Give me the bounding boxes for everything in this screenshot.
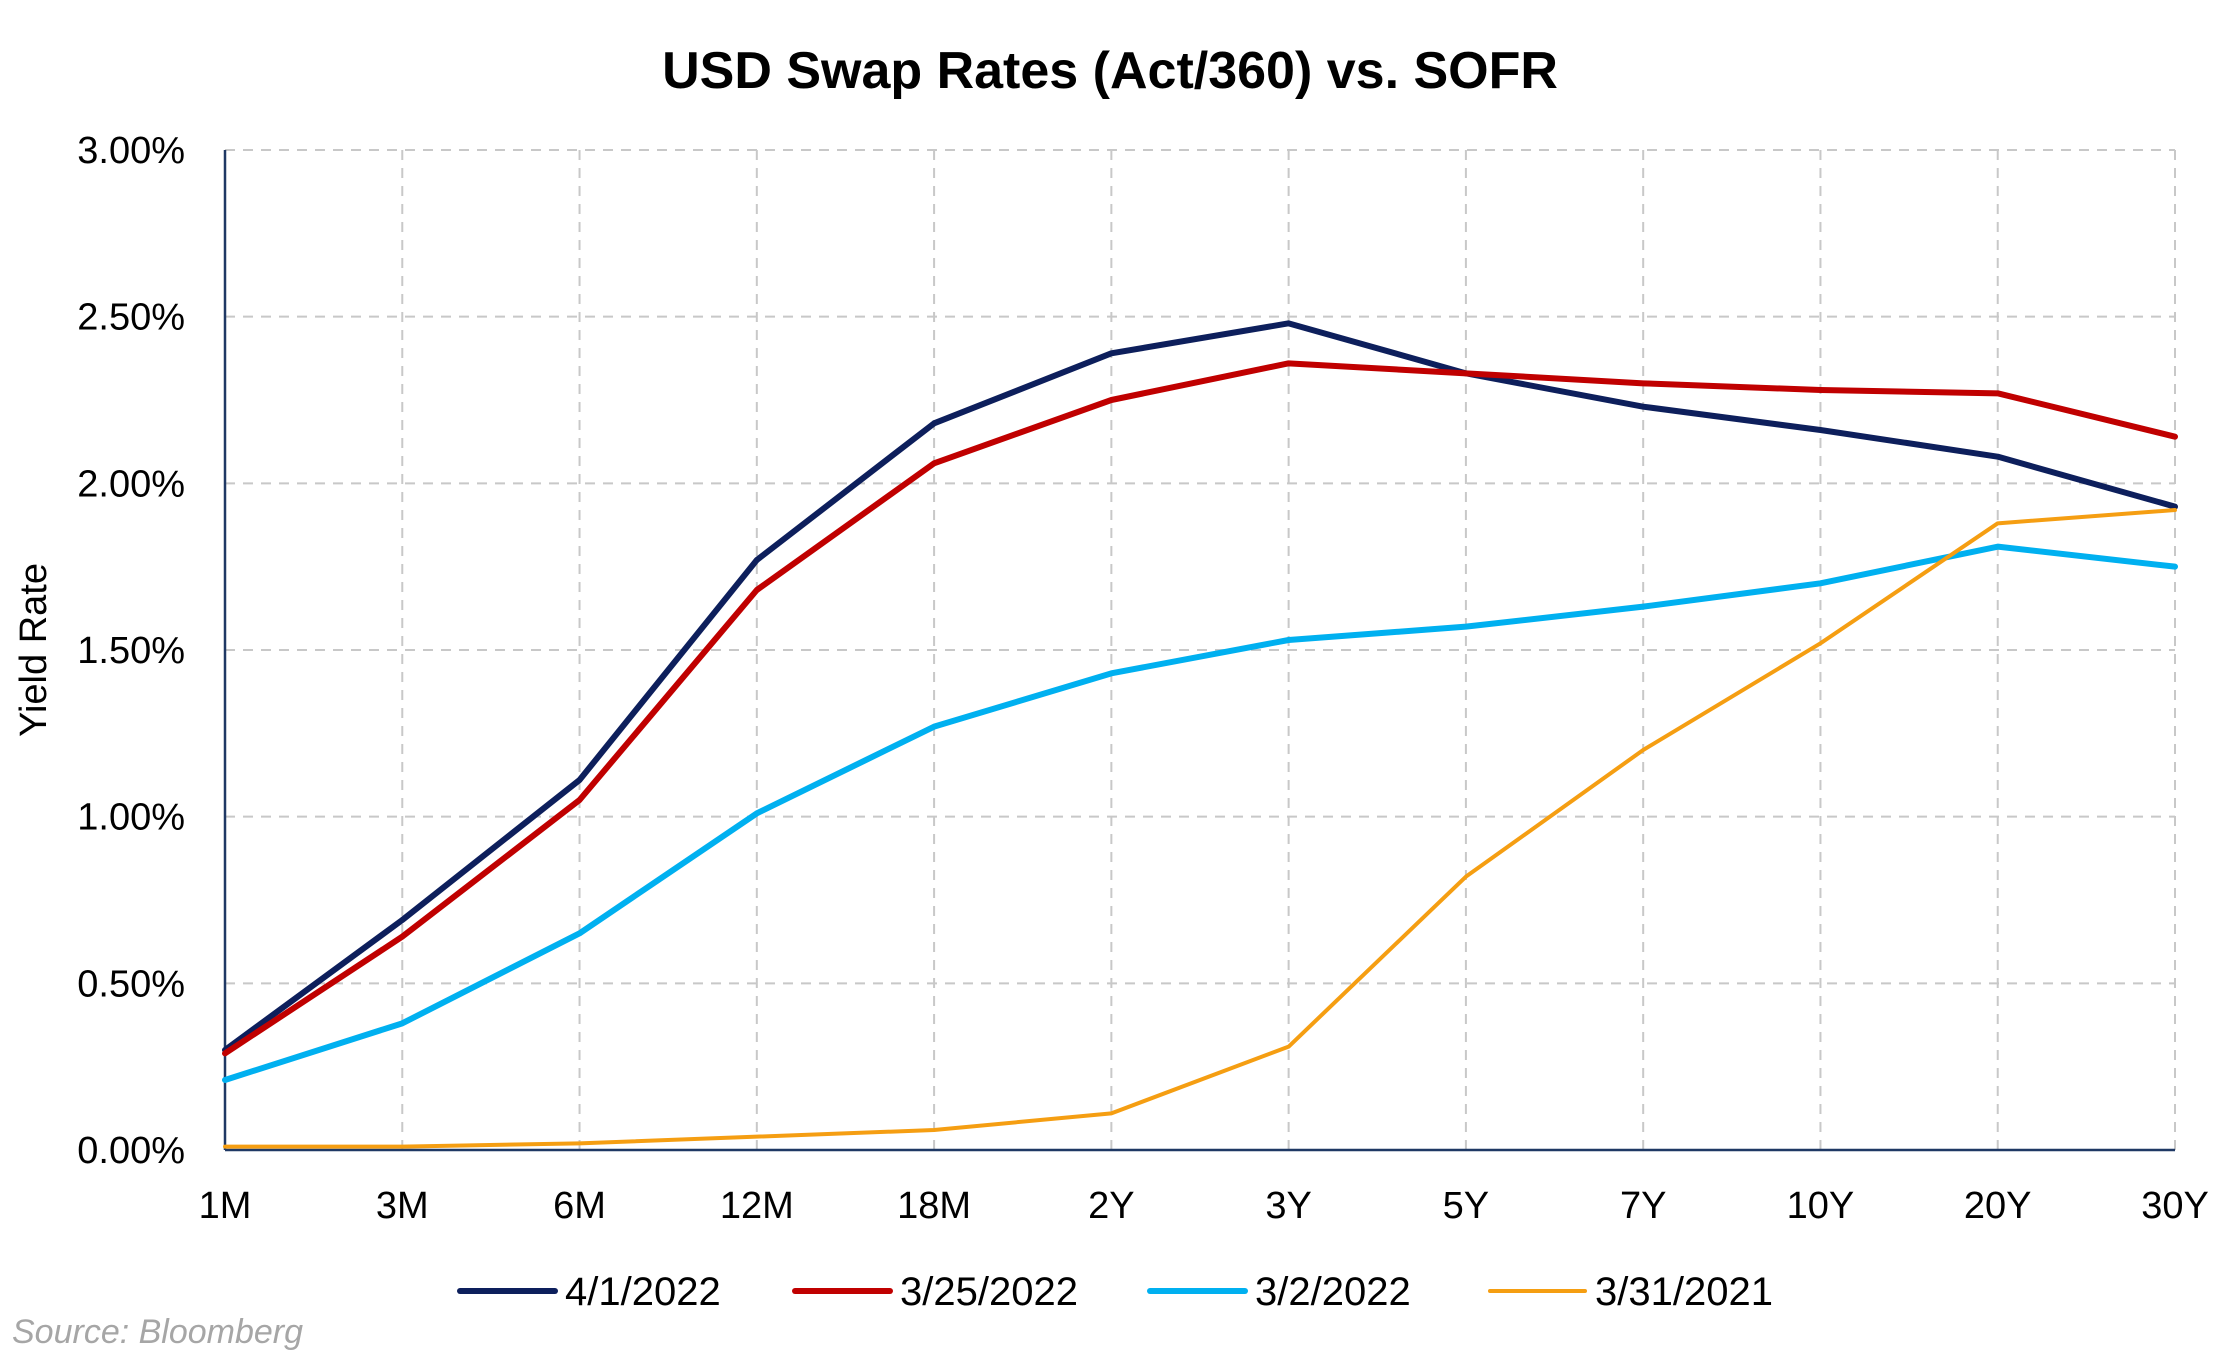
legend-label: 3/31/2021 — [1595, 1270, 1773, 1314]
series-line-4 — [223, 508, 2177, 1149]
x-tick-label: 3Y — [1265, 1185, 1311, 1227]
y-tick-label: 0.00% — [77, 1130, 185, 1172]
series-lines — [222, 320, 2178, 1149]
x-tick-label: 30Y — [2141, 1185, 2209, 1227]
series-line-2 — [222, 360, 2178, 1057]
x-tick-label: 5Y — [1443, 1185, 1489, 1227]
axes — [223, 150, 2175, 1152]
source-note: Source: Bloomberg — [12, 1313, 303, 1350]
y-tick-label: 0.50% — [77, 963, 185, 1005]
x-tick-label: 12M — [720, 1185, 794, 1227]
legend-label: 3/25/2022 — [900, 1270, 1078, 1314]
y-axis-label: Yield Rate — [13, 563, 55, 737]
x-tick-label: 7Y — [1620, 1185, 1666, 1227]
legend: 4/1/2022 3/25/2022 3/2/2022 3/31/2021 — [457, 1270, 1773, 1314]
x-tick-labels: 1M 3M 6M 12M 18M 2Y 3Y 5Y 7Y 10Y 20Y 30Y — [199, 1185, 2209, 1227]
grid — [225, 149, 2176, 1150]
series-line-3 — [222, 543, 2178, 1083]
series-line-1 — [222, 320, 2178, 1053]
legend-label: 3/2/2022 — [1255, 1270, 1411, 1314]
x-tick-label: 3M — [376, 1185, 429, 1227]
chart-title: USD Swap Rates (Act/360) vs. SOFR — [662, 42, 1558, 100]
x-tick-label: 2Y — [1088, 1185, 1134, 1227]
x-tick-label: 20Y — [1964, 1185, 2032, 1227]
x-tick-label: 6M — [553, 1185, 606, 1227]
y-tick-label: 3.00% — [77, 130, 185, 172]
x-tick-label: 10Y — [1787, 1185, 1855, 1227]
x-tick-label: 18M — [897, 1185, 971, 1227]
legend-label: 4/1/2022 — [565, 1270, 721, 1314]
y-tick-label: 1.50% — [77, 630, 185, 672]
x-tick-label: 1M — [199, 1185, 252, 1227]
y-tick-labels: 0.00% 0.50% 1.00% 1.50% 2.00% 2.50% 3.00% — [77, 130, 185, 1172]
y-tick-label: 1.00% — [77, 797, 185, 839]
y-tick-label: 2.00% — [77, 463, 185, 505]
y-tick-label: 2.50% — [77, 297, 185, 339]
